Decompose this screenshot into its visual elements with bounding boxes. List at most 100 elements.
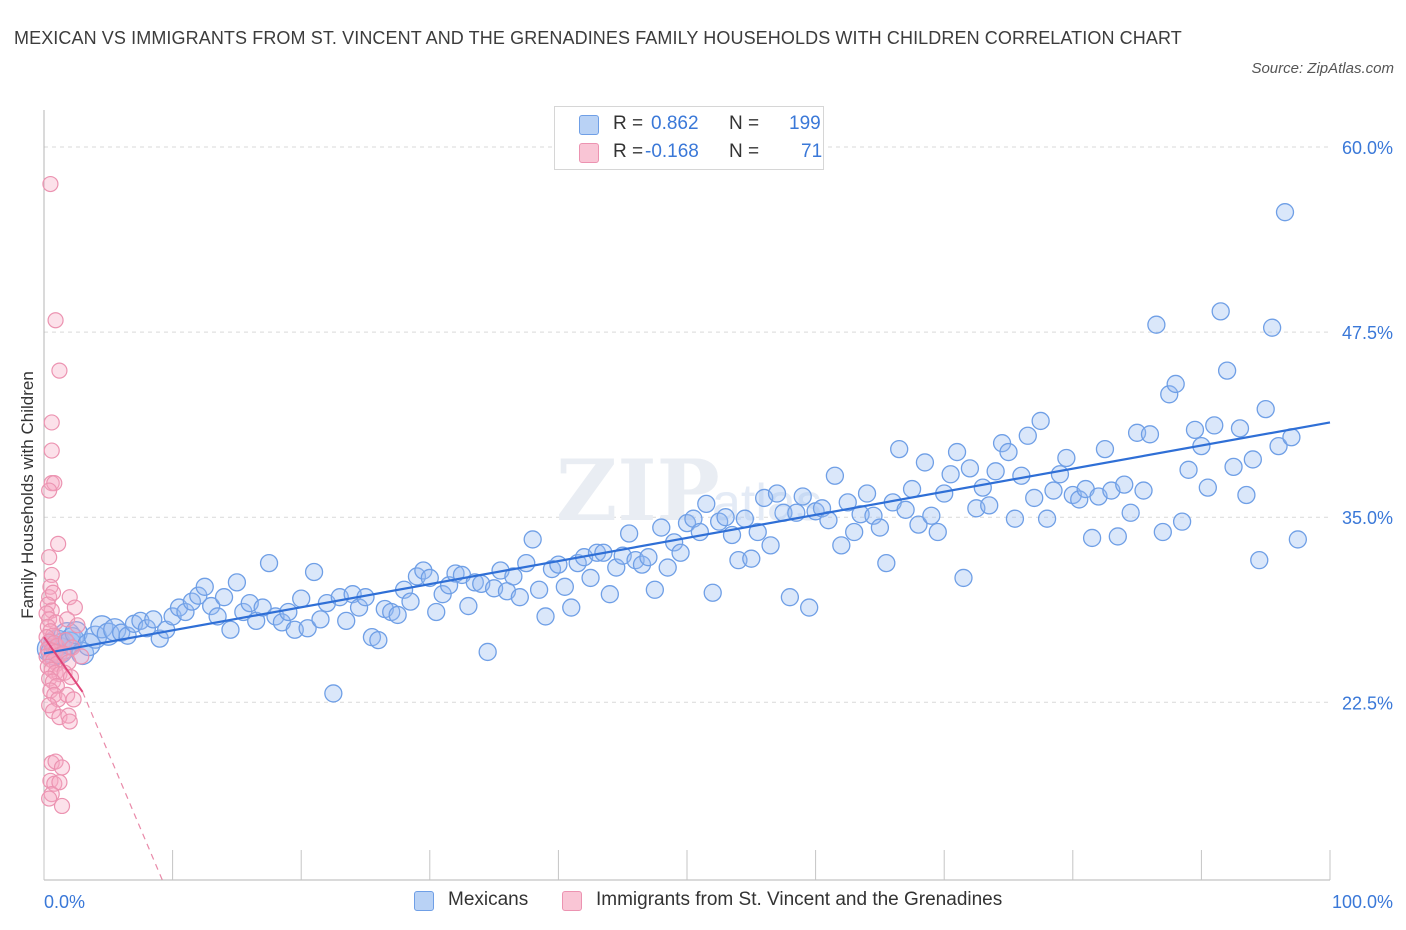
x-tick-label: 0.0% <box>44 892 85 912</box>
x-tick-label: 100.0% <box>1332 892 1393 912</box>
mexicans-point <box>388 605 407 625</box>
mexicans-point <box>1147 315 1166 334</box>
mexicans-point <box>1005 509 1025 528</box>
mexicans-point <box>1179 460 1198 479</box>
st-vincent-point <box>60 707 77 724</box>
watermark-text: ZIP <box>556 441 720 540</box>
st-vincent-trend-extension <box>82 691 163 881</box>
mexicans-point <box>259 553 279 573</box>
mexicans-point <box>1275 203 1295 222</box>
y-tick-label: 22.5% <box>1342 693 1393 713</box>
mexicans-point <box>292 589 311 608</box>
mexicans-point <box>909 515 928 534</box>
mexicans-point <box>780 588 800 607</box>
mexicans-point <box>279 602 298 622</box>
mexicans-point <box>555 577 574 596</box>
mexicans-point <box>645 580 664 599</box>
st-vincent-point <box>47 753 64 770</box>
mexicans-point <box>1140 425 1160 444</box>
mexicans-point <box>1115 475 1134 494</box>
mexicans-point <box>980 496 999 515</box>
mexicans-point <box>928 522 947 542</box>
mexicans-point <box>845 522 864 542</box>
mexicans-trend-line <box>43 421 1331 655</box>
mexicans-point <box>1166 374 1185 394</box>
mexicans-point <box>427 602 446 622</box>
legend-swatch-pink <box>579 143 599 163</box>
mexicans-point <box>529 580 549 599</box>
mexicans-point <box>870 518 890 537</box>
mexicans-point <box>1172 512 1192 531</box>
mexicans-point <box>632 555 652 574</box>
n-value: 71 <box>801 141 823 162</box>
mexicans-point <box>877 553 896 573</box>
mexicans-point <box>1224 457 1243 477</box>
st-vincent-point <box>51 774 68 791</box>
mexicans-point <box>600 585 619 604</box>
mexicans-point <box>214 588 234 607</box>
mexicans-point <box>716 508 735 527</box>
mexicans-point <box>1256 399 1275 419</box>
axes <box>43 110 1331 881</box>
mexicans-point <box>1205 416 1224 435</box>
mexicans-point <box>793 487 812 506</box>
st-vincent-point <box>53 797 71 815</box>
mexicans-point <box>1031 411 1050 431</box>
mexicans-point <box>1057 448 1076 468</box>
mexicans-point <box>703 583 722 602</box>
mexicans-point <box>478 642 497 662</box>
mexicans-point <box>1095 439 1115 459</box>
mexicans-point <box>536 607 555 626</box>
st-vincent-point <box>47 312 64 329</box>
mexicans-point <box>195 577 214 596</box>
mexicans-point <box>960 459 980 478</box>
st-vincent-point <box>41 790 58 807</box>
source-note: Source: ZipAtlas.com <box>1251 60 1394 77</box>
mexicans-point <box>311 610 330 629</box>
mexicans-point <box>986 462 1005 481</box>
st-vincent-point <box>66 599 83 616</box>
correlation-legend: R = 0.862 N = 199 R = -0.168 N = 71 <box>554 106 824 170</box>
mexicans-point <box>832 536 851 555</box>
mexicans-point <box>517 553 536 573</box>
mexicans-point <box>658 558 677 577</box>
mexicans-point <box>1217 361 1237 380</box>
watermark: ZIPatlas <box>556 441 822 540</box>
mexicans-point <box>1108 527 1127 546</box>
mexicans-point <box>369 630 388 650</box>
mexicans-point <box>1262 318 1282 337</box>
mexicans-point <box>690 522 710 542</box>
st-vincent-point <box>69 617 86 634</box>
tick-labels: 22.5% 35.0% 47.5% 60.0% 0.0% 100.0% <box>44 138 1393 912</box>
mexicans-point <box>838 493 857 512</box>
mexicans-point <box>504 567 523 586</box>
st-vincent-point <box>59 611 76 628</box>
mexicans-point <box>581 568 600 588</box>
mexicans-point <box>1211 302 1230 321</box>
y-tick-label: 35.0% <box>1342 508 1393 528</box>
mexicans-point <box>510 588 529 607</box>
mexicans-point <box>735 509 755 528</box>
mexicans-point <box>549 555 568 574</box>
st-vincent-point <box>43 442 60 459</box>
legend-swatch-pink <box>562 891 582 911</box>
mexicans-point <box>1070 490 1089 509</box>
mexicans-point <box>1121 503 1140 522</box>
mexicans-point <box>1198 478 1217 497</box>
mexicans-point <box>465 573 484 592</box>
legend-label: Immigrants from St. Vincent and the Gren… <box>596 889 1003 910</box>
legend-swatch-blue <box>414 891 434 911</box>
mexicans-point <box>1269 436 1288 456</box>
mexicans-point <box>523 530 542 549</box>
watermark-text: atlas <box>712 474 822 532</box>
mexicans-point <box>1230 419 1250 438</box>
mexicans-point <box>941 465 960 484</box>
mexicans-point <box>761 536 780 555</box>
y-tick-label: 60.0% <box>1342 138 1393 158</box>
n-label: N = <box>729 141 760 162</box>
mexicans-point <box>304 562 324 582</box>
mexicans-point <box>1160 385 1179 404</box>
series-st-vincent-points <box>38 175 90 815</box>
mexicans-point <box>619 524 639 543</box>
n-value: 199 <box>789 113 821 134</box>
